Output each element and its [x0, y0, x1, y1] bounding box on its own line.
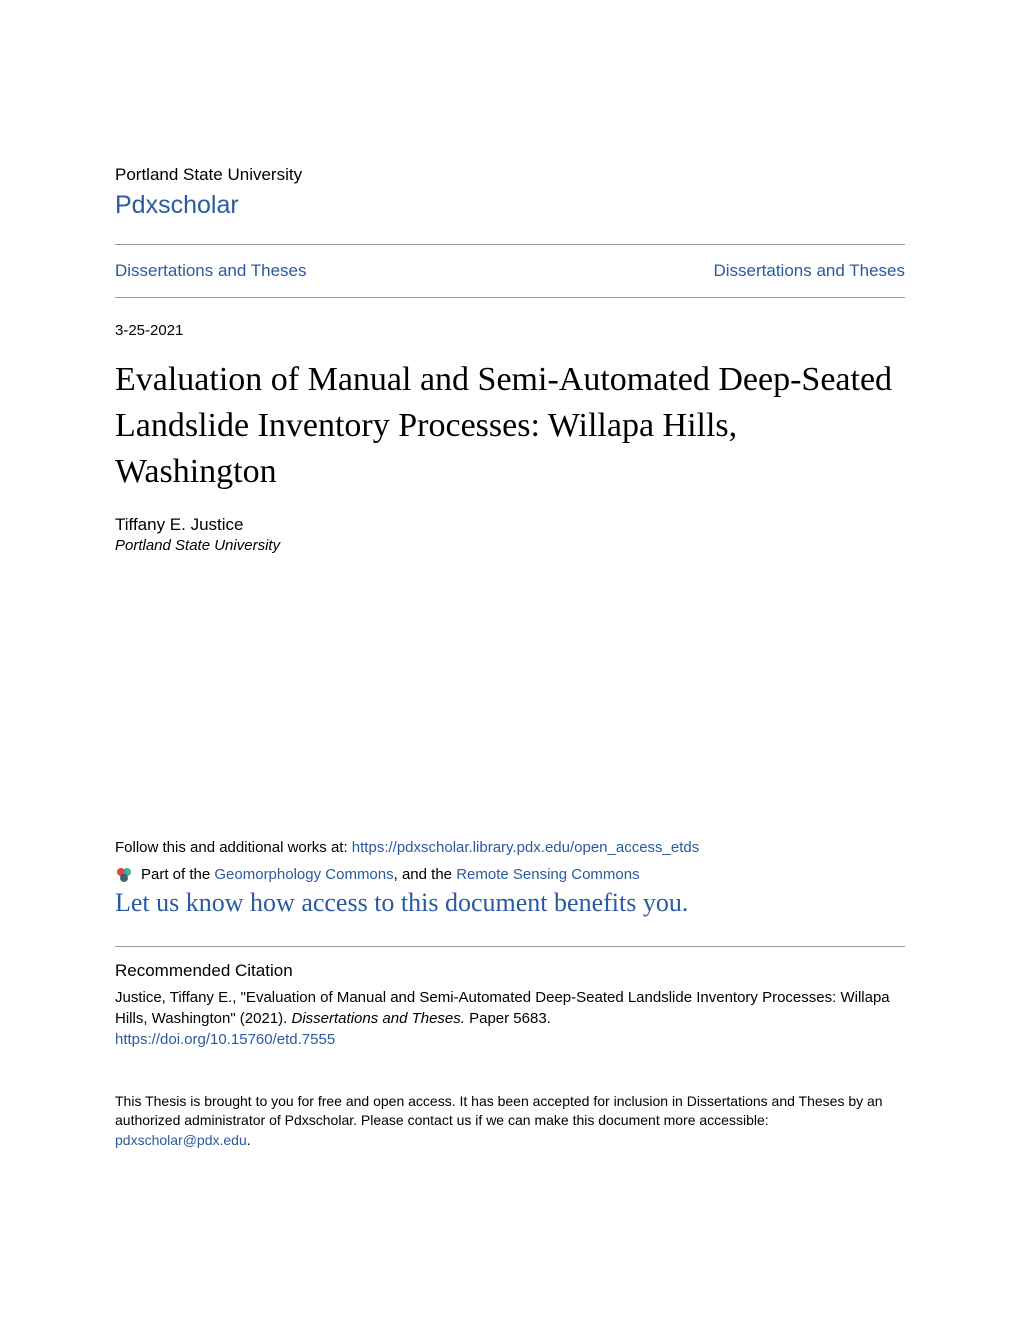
follow-prefix: Follow this and additional works at: — [115, 839, 352, 856]
citation-series: Dissertations and Theses. — [292, 1010, 465, 1027]
commons-separator: , and the — [394, 866, 457, 883]
breadcrumb: Dissertations and Theses Dissertations a… — [115, 245, 905, 297]
footer-text: This Thesis is brought to you for free a… — [115, 1092, 905, 1151]
citation-part-2: Paper 5683. — [465, 1010, 551, 1027]
citation-text: Justice, Tiffany E., "Evaluation of Manu… — [115, 987, 905, 1029]
breadcrumb-right-link[interactable]: Dissertations and Theses — [713, 261, 905, 281]
benefits-link[interactable]: Let us know how access to this document … — [115, 888, 905, 918]
doi-link[interactable]: https://doi.org/10.15760/etd.7555 — [115, 1031, 905, 1048]
part-of-prefix: Part of the — [141, 866, 214, 883]
contact-email-link[interactable]: pdxscholar@pdx.edu — [115, 1132, 247, 1148]
footer-part-2: . — [247, 1132, 251, 1148]
document-title: Evaluation of Manual and Semi-Automated … — [115, 357, 905, 495]
spacer — [115, 554, 905, 839]
commons-link-2[interactable]: Remote Sensing Commons — [456, 866, 639, 883]
citation-divider — [115, 946, 905, 947]
part-of-line: Part of the Geomorphology Commons, and t… — [115, 866, 905, 884]
commons-link-1[interactable]: Geomorphology Commons — [214, 866, 393, 883]
breadcrumb-divider — [115, 297, 905, 298]
follow-url-link[interactable]: https://pdxscholar.library.pdx.edu/open_… — [352, 839, 699, 856]
repository-link[interactable]: Pdxscholar — [115, 191, 905, 220]
author-name: Tiffany E. Justice — [115, 515, 905, 535]
footer-part-1: This Thesis is brought to you for free a… — [115, 1093, 883, 1129]
citation-heading: Recommended Citation — [115, 961, 905, 981]
network-icon — [115, 866, 133, 884]
university-name: Portland State University — [115, 165, 905, 185]
follow-works-line: Follow this and additional works at: htt… — [115, 839, 905, 856]
breadcrumb-left-link[interactable]: Dissertations and Theses — [115, 261, 307, 281]
publication-date: 3-25-2021 — [115, 322, 905, 339]
author-affiliation: Portland State University — [115, 537, 905, 554]
